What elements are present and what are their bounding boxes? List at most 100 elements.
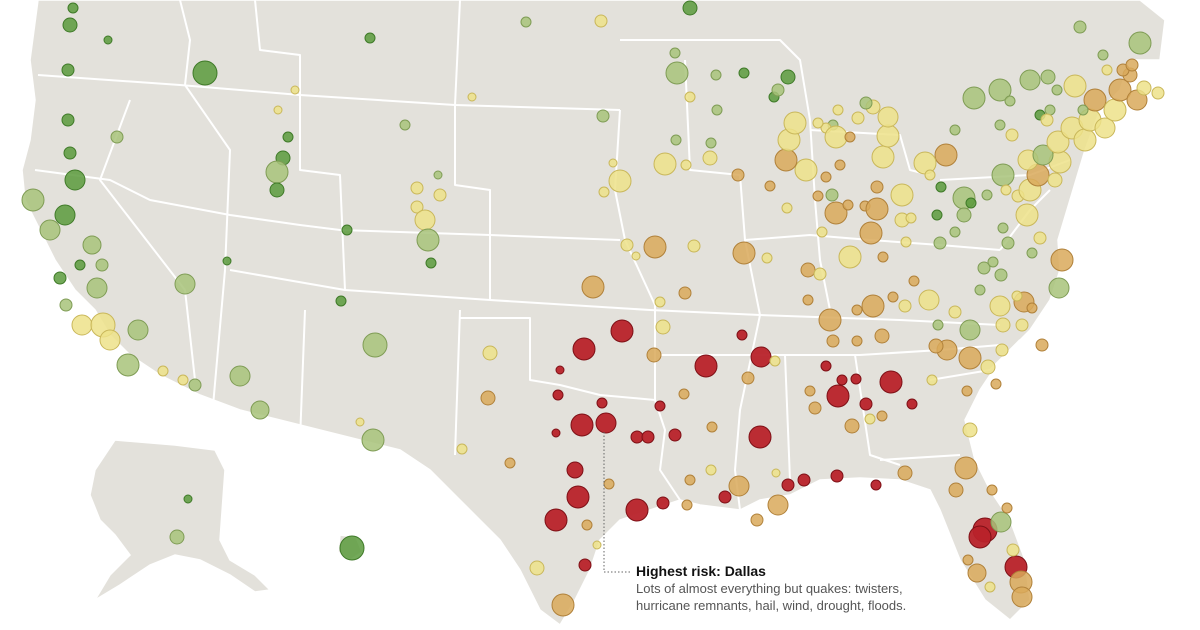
city-marker-medium-risk [598, 186, 610, 198]
city-marker-low-risk [705, 137, 717, 149]
city-marker-low-risk [1026, 247, 1038, 259]
city-marker-high-risk [877, 251, 889, 263]
city-marker-very-low-risk [63, 146, 77, 160]
city-marker-very-low-risk [192, 60, 218, 86]
city-marker-medium-risk [1047, 172, 1063, 188]
city-marker-high-risk [887, 291, 899, 303]
city-marker-high-risk [859, 221, 883, 245]
city-marker-low-risk [987, 256, 999, 268]
city-marker-medium-risk [529, 560, 545, 576]
city-marker-low-risk [771, 83, 785, 97]
city-marker-medium-risk [410, 181, 424, 195]
city-marker-low-risk [1004, 95, 1016, 107]
city-marker-highest-risk [654, 400, 666, 412]
city-marker-medium-risk [980, 359, 996, 375]
city-marker-low-risk [859, 96, 873, 110]
city-marker-high-risk [928, 338, 944, 354]
city-marker-medium-risk [995, 317, 1011, 333]
city-marker-highest-risk [566, 485, 590, 509]
city-marker-high-risk [908, 275, 920, 287]
city-markers [21, 0, 1165, 617]
city-marker-medium-risk [592, 540, 602, 550]
city-marker-medium-risk [1101, 64, 1113, 76]
city-marker-medium-risk [684, 91, 696, 103]
city-marker-high-risk [767, 494, 789, 516]
city-marker-very-low-risk [61, 113, 75, 127]
city-marker-high-risk [967, 563, 987, 583]
city-marker-medium-risk [655, 319, 671, 335]
city-marker-medium-risk [962, 422, 978, 438]
city-marker-medium-risk [687, 239, 701, 253]
city-marker-low-risk [361, 428, 385, 452]
city-marker-low-risk [596, 109, 610, 123]
city-marker-very-low-risk [62, 17, 78, 33]
city-marker-medium-risk [177, 374, 189, 386]
city-marker-medium-risk [871, 145, 895, 169]
city-marker-medium-risk [1063, 74, 1087, 98]
city-marker-medium-risk [890, 183, 914, 207]
city-marker-high-risk [842, 199, 854, 211]
city-marker-high-risk [1026, 302, 1038, 314]
city-marker-highest-risk [694, 354, 718, 378]
city-marker-low-risk [127, 319, 149, 341]
city-marker-low-risk [949, 124, 961, 136]
city-marker-medium-risk [900, 236, 912, 248]
city-marker-low-risk [21, 188, 45, 212]
city-marker-medium-risk [1046, 130, 1070, 154]
city-marker-medium-risk [926, 374, 938, 386]
city-marker-low-risk [1073, 20, 1087, 34]
city-marker-high-risk [1001, 502, 1013, 514]
city-marker-low-risk [974, 284, 986, 296]
city-marker-highest-risk [879, 370, 903, 394]
city-marker-high-risk [731, 168, 745, 182]
city-marker-high-risk [834, 159, 846, 171]
city-marker-medium-risk [1015, 203, 1039, 227]
city-marker-very-low-risk [364, 32, 376, 44]
city-marker-low-risk [959, 319, 981, 341]
city-marker-high-risk [480, 390, 496, 406]
city-marker-low-risk [1040, 69, 1056, 85]
city-marker-high-risk [962, 554, 974, 566]
city-marker-medium-risk [355, 417, 365, 427]
city-marker-low-risk [1051, 84, 1063, 96]
city-marker-low-risk [59, 298, 73, 312]
city-marker-highest-risk [656, 496, 670, 510]
city-marker-low-risk [39, 219, 61, 241]
city-marker-high-risk [750, 513, 764, 527]
city-marker-low-risk [932, 319, 944, 331]
city-marker-medium-risk [832, 104, 844, 116]
city-marker-medium-risk [918, 289, 940, 311]
city-marker-highest-risk [830, 469, 844, 483]
city-marker-high-risk [678, 286, 692, 300]
city-marker-medium-risk [761, 252, 773, 264]
city-marker-low-risk [1097, 49, 1109, 61]
city-marker-low-risk [188, 378, 202, 392]
dallas-annotation: Highest risk: Dallas Lots of almost ever… [636, 563, 1056, 614]
city-marker-high-risk [741, 371, 755, 385]
city-marker-low-risk [1128, 31, 1152, 55]
dallas-leader-line [603, 432, 630, 573]
city-marker-medium-risk [456, 443, 468, 455]
city-marker-medium-risk [824, 125, 848, 149]
city-marker-medium-risk [594, 14, 608, 28]
city-marker-low-risk [1032, 144, 1054, 166]
annotation-body-line-2: hurricane remnants, hail, wind, drought,… [636, 598, 907, 613]
city-marker-highest-risk [544, 508, 568, 532]
city-marker-medium-risk [995, 343, 1009, 357]
city-marker-very-low-risk [335, 295, 347, 307]
city-marker-medium-risk [653, 152, 677, 176]
city-marker-medium-risk [705, 464, 717, 476]
city-marker-high-risk [824, 201, 848, 225]
city-marker-low-risk [981, 189, 993, 201]
city-marker-high-risk [678, 388, 690, 400]
city-marker-medium-risk [410, 200, 424, 214]
city-marker-high-risk [948, 482, 964, 498]
city-marker-highest-risk [859, 397, 873, 411]
city-marker-highest-risk [850, 373, 862, 385]
city-marker-high-risk [874, 328, 890, 344]
city-marker-low-risk [994, 268, 1008, 282]
city-marker-high-risk [1035, 338, 1049, 352]
city-marker-medium-risk [631, 251, 641, 261]
city-marker-high-risk [1011, 586, 1033, 608]
